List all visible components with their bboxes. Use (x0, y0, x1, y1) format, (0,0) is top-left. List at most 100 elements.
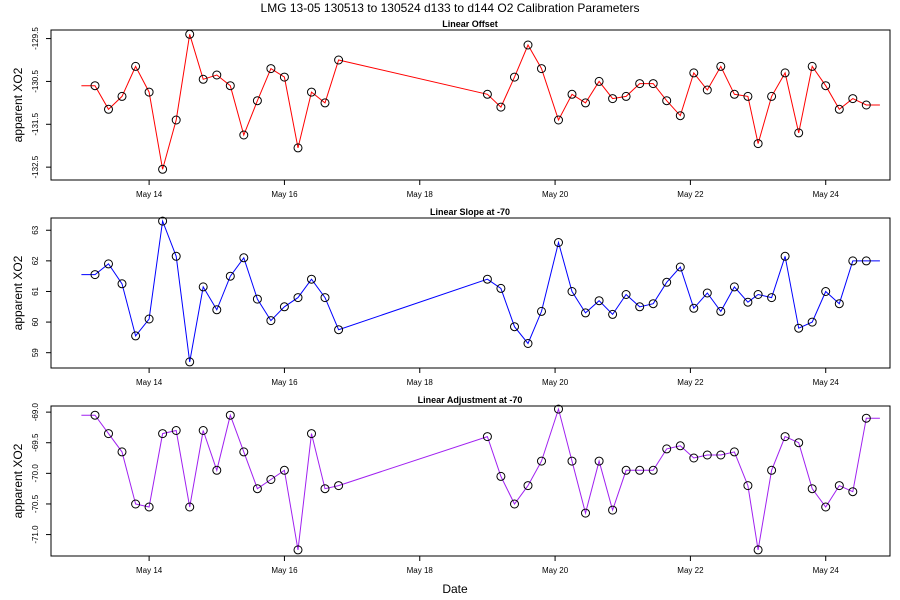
data-point (794, 323, 804, 333)
data-point (689, 453, 699, 463)
data-point (334, 325, 344, 335)
x-axis: May 14 May 16 May 18 May 20 May 22 May 24 (136, 556, 839, 575)
data-point (743, 91, 753, 101)
x-tick-label: May 22 (677, 190, 704, 199)
plot-frame (50, 29, 891, 181)
data-point (225, 271, 235, 281)
data-point (144, 314, 154, 324)
data-point (807, 484, 817, 494)
data-point (185, 502, 195, 512)
data-point (621, 465, 631, 475)
data-point (794, 128, 804, 138)
x-tick-label: May 20 (542, 566, 569, 575)
data-point (794, 438, 804, 448)
y-axis-label: apparent XO2 (11, 443, 25, 518)
figure-title: LMG 13-05 130513 to 130524 d133 to d144 … (261, 1, 640, 15)
series-line (81, 34, 880, 170)
data-point (834, 299, 844, 309)
y-tick-label: -70.0 (31, 464, 40, 483)
data-point (767, 91, 777, 101)
data-point (239, 447, 249, 457)
data-point (729, 447, 739, 457)
data-point (104, 259, 113, 269)
x-tick-label: May 14 (136, 190, 163, 199)
data-point (510, 322, 519, 332)
data-point (171, 251, 181, 261)
data-point (702, 450, 712, 460)
data-point (496, 102, 506, 112)
data-point (171, 426, 181, 435)
data-point (594, 76, 604, 86)
data-series (81, 216, 880, 367)
data-point (537, 456, 546, 466)
data-point (144, 502, 154, 512)
x-tick-label: May 18 (407, 190, 434, 199)
data-point (482, 274, 492, 284)
data-point (90, 81, 100, 91)
y-tick-label: 62 (31, 256, 40, 265)
data-point (212, 305, 222, 315)
y-tick-label: -129.5 (31, 27, 40, 50)
data-point (320, 484, 330, 494)
data-point (198, 426, 208, 435)
data-point (496, 471, 506, 481)
data-point (594, 296, 604, 306)
data-point (279, 302, 289, 312)
x-tick-label: May 14 (136, 378, 163, 387)
data-point (848, 94, 858, 104)
data-point (716, 450, 726, 460)
data-point (675, 111, 685, 121)
data-point (702, 288, 712, 298)
data-point (158, 164, 168, 174)
data-point (158, 216, 168, 226)
data-point (689, 303, 699, 313)
data-point (185, 29, 195, 39)
data-point (104, 104, 113, 114)
y-tick-label: -69.0 (31, 402, 40, 421)
data-point (821, 502, 831, 512)
data-point (117, 447, 127, 457)
data-point (293, 545, 303, 555)
panel-title: Linear Offset (442, 19, 498, 29)
data-point (523, 40, 533, 50)
data-point (635, 79, 645, 89)
data-point (482, 89, 492, 99)
data-point (293, 143, 303, 153)
data-point (780, 251, 790, 261)
data-point (834, 104, 844, 114)
series-line (81, 219, 880, 362)
data-point (581, 508, 590, 518)
data-point (594, 456, 604, 466)
x-tick-label: May 24 (813, 378, 840, 387)
y-tick-label: 59 (31, 348, 40, 357)
data-point (334, 55, 344, 65)
data-point (675, 262, 685, 272)
data-point (621, 91, 631, 101)
x-tick-label: May 18 (407, 566, 434, 575)
data-point (307, 87, 316, 97)
y-axis: 59 60 61 62 63 (31, 225, 51, 357)
data-point (320, 98, 330, 108)
data-point (320, 293, 330, 303)
data-point (554, 115, 563, 125)
data-point (743, 297, 753, 307)
data-point (662, 444, 672, 454)
y-tick-label: 63 (31, 225, 40, 234)
y-axis: -69.0 -69.5 -70.0 -70.5 -71.0 (31, 402, 51, 544)
data-point (567, 456, 577, 466)
data-point (158, 429, 168, 439)
data-point (581, 98, 590, 108)
x-tick-label: May 14 (136, 566, 163, 575)
data-point (252, 484, 262, 494)
data-point (266, 475, 276, 484)
data-point (753, 139, 763, 149)
data-point (510, 72, 519, 82)
x-tick-label: May 16 (271, 566, 298, 575)
data-point (510, 499, 519, 509)
data-point (225, 410, 235, 420)
x-tick-label: May 22 (677, 378, 704, 387)
data-point (635, 302, 645, 312)
data-point (239, 253, 249, 263)
data-point (743, 481, 753, 491)
